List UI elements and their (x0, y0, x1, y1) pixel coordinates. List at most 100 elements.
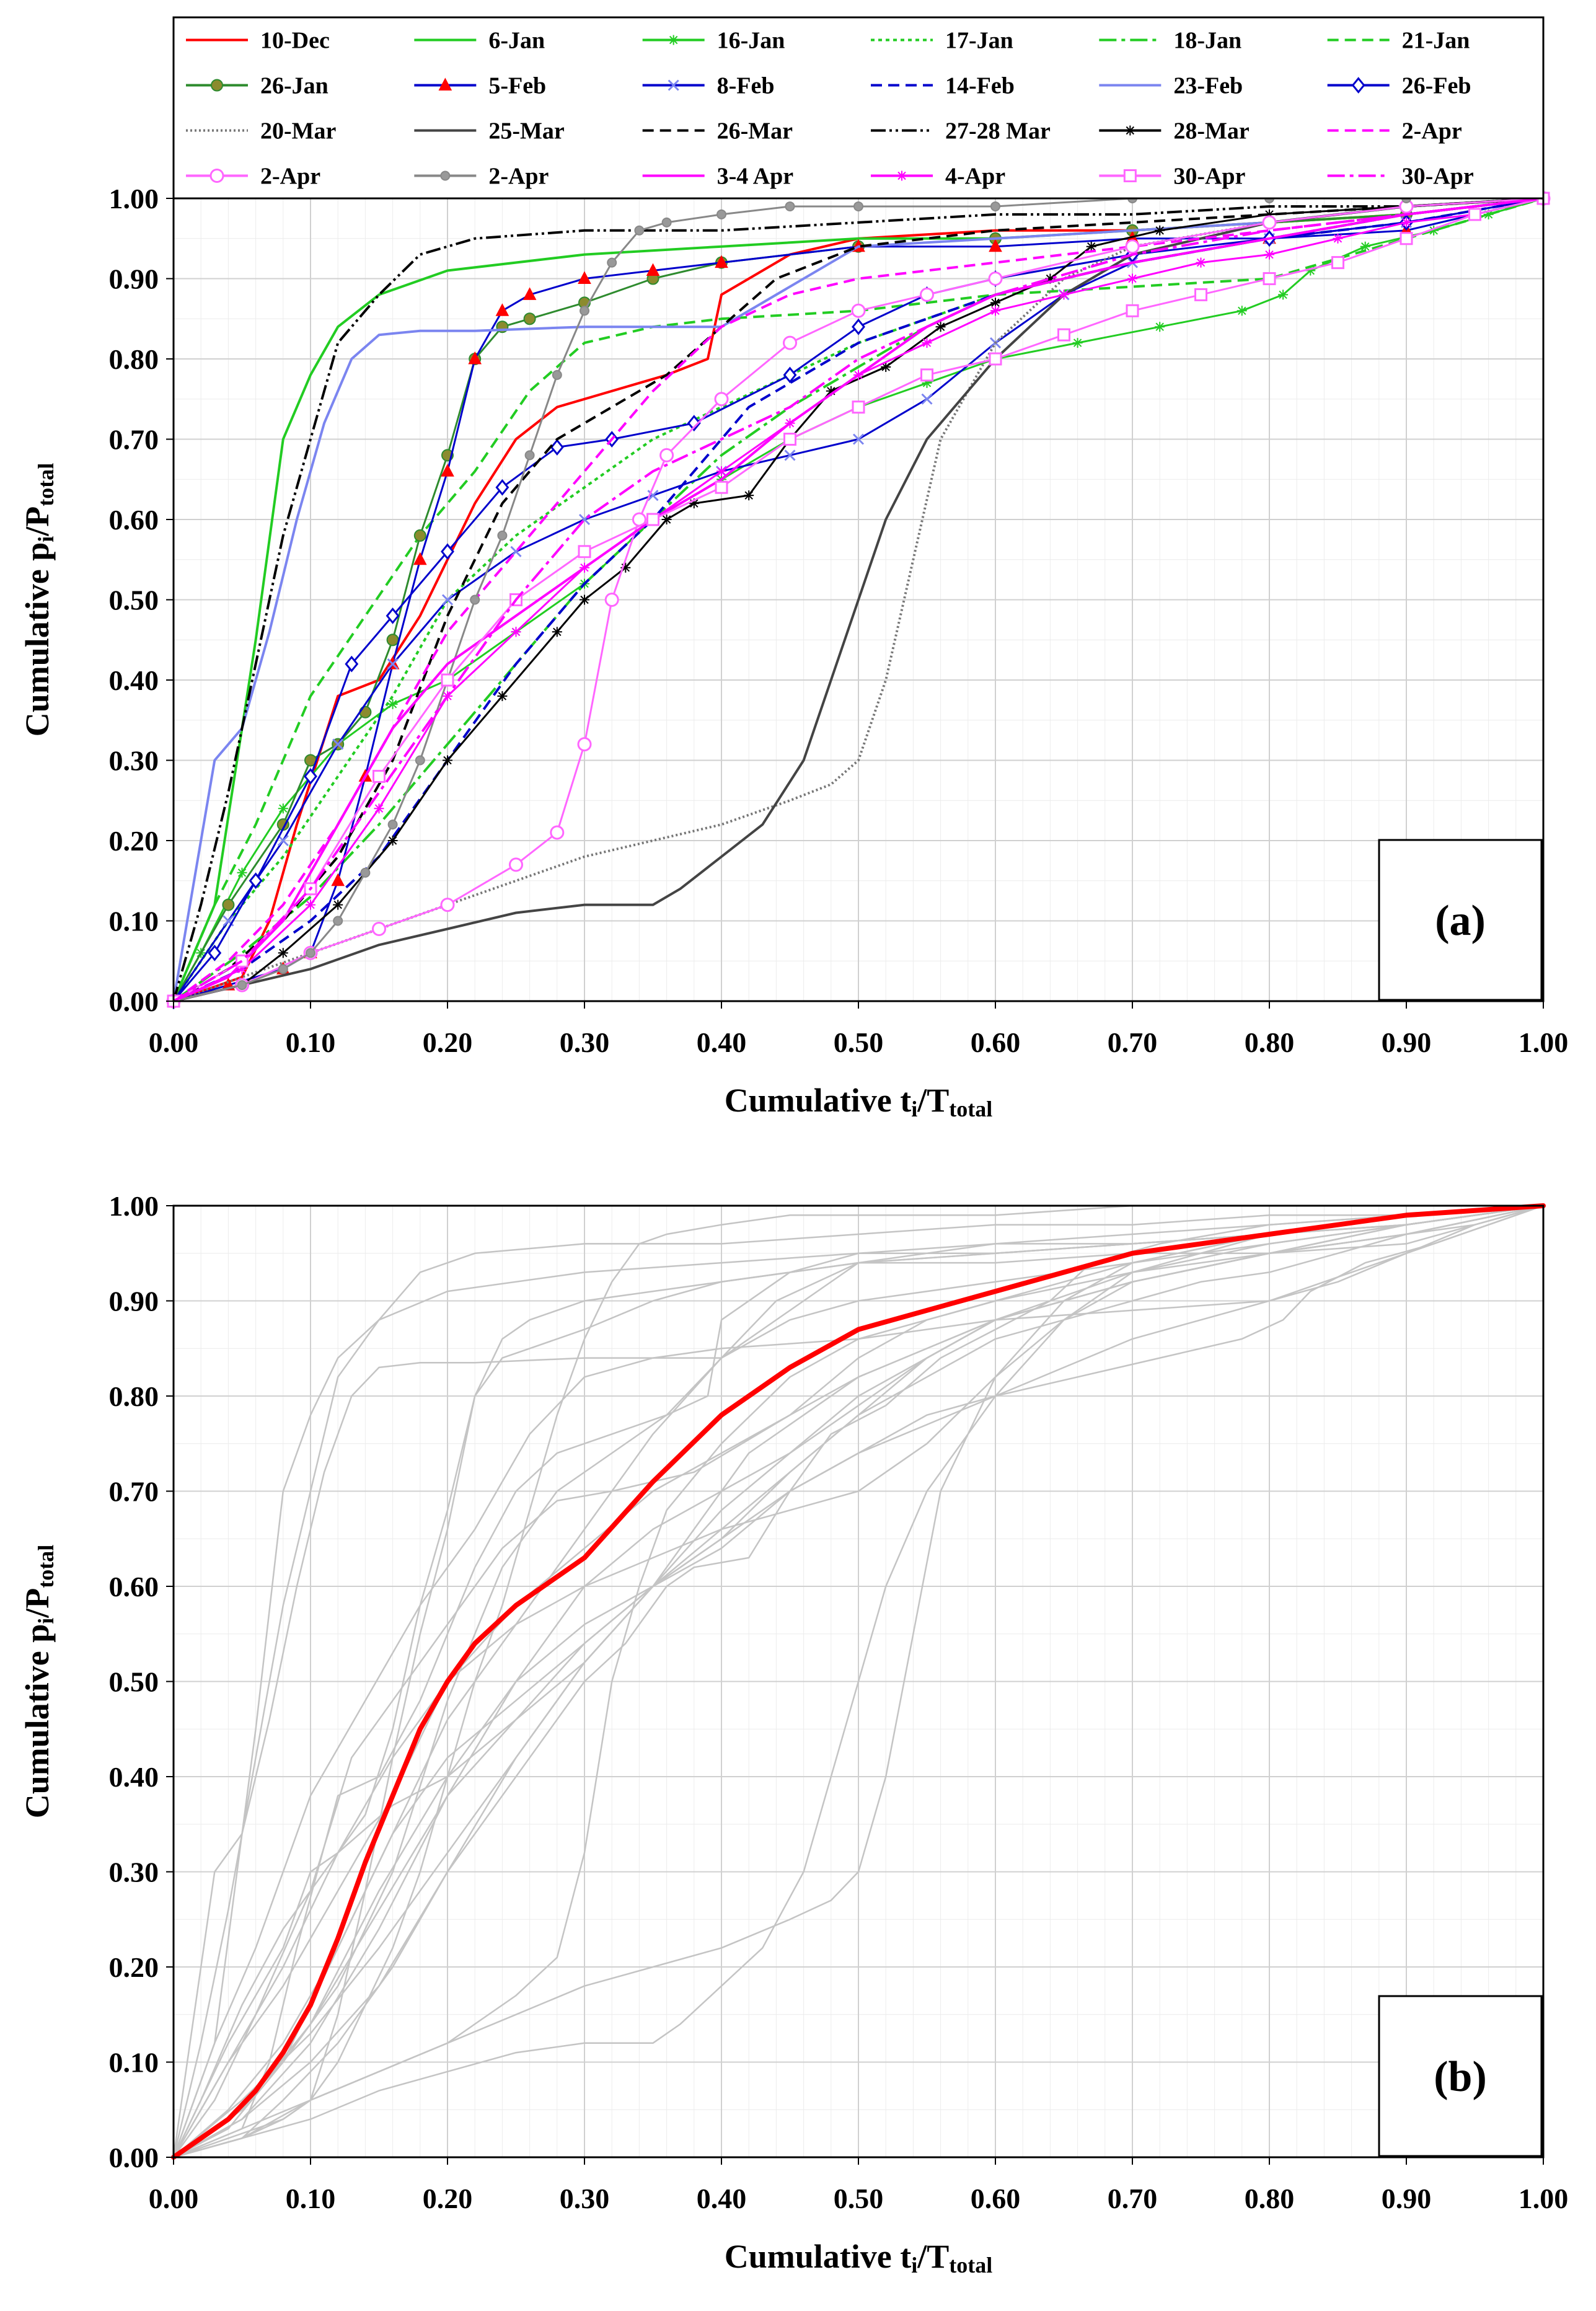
a-x-tick-label: 0.40 (697, 1027, 747, 1058)
series-point (509, 857, 523, 872)
series-14 (172, 197, 1544, 1002)
series-point (922, 378, 932, 388)
series-point (881, 361, 891, 372)
label-main: Cumulative p (19, 1624, 56, 1819)
background-series-line (173, 1204, 1544, 2159)
b-x-tick-label: 0.70 (1108, 2183, 1158, 2214)
series-point (687, 415, 701, 431)
series-point (646, 263, 660, 276)
series-point (1237, 306, 1247, 316)
b-x-tick-label: 0.20 (423, 2183, 473, 2214)
background-series-line (173, 1204, 1544, 2159)
series-point (715, 480, 728, 494)
legend-label: 2-Apr (1402, 118, 1462, 144)
series-point (522, 287, 537, 300)
series-point (468, 351, 482, 365)
label-sub2: total (949, 1097, 992, 1121)
a-x-tick-label: 0.60 (971, 1027, 1021, 1058)
background-series-line (173, 1204, 1544, 2159)
legend-label: 18-Jan (1173, 28, 1241, 54)
series-point (333, 916, 343, 926)
panel-a-chart: 0.00 0.10 0.20 0.30 0.40 0.50 0.60 0.70 0.80 0.90… (19, 16, 1568, 1121)
series-point (853, 369, 863, 380)
b-y-tick-label: 0.70 (109, 1476, 159, 1508)
label-sub: i (33, 536, 58, 542)
series-point (935, 322, 946, 332)
legend-label: 27-28 Mar (945, 118, 1051, 144)
series-point (784, 449, 796, 461)
series-point (511, 627, 521, 637)
series-point (332, 738, 344, 750)
series-line (173, 197, 1544, 1002)
series-point (990, 298, 1000, 308)
series-point (249, 872, 263, 890)
legend-label: 26-Jan (260, 73, 328, 99)
a-x-tick-label: 0.90 (1382, 1027, 1432, 1058)
legend-entry: 2-Apr (186, 164, 320, 190)
series-point (413, 529, 426, 542)
series-line (173, 197, 1544, 1002)
series-point (1468, 208, 1481, 221)
series-point (222, 898, 235, 911)
legend-entry: 26-Mar (642, 118, 793, 144)
legend-entry: 8-Feb (642, 73, 775, 99)
series-point (306, 948, 315, 958)
b-x-tick-label: 0.90 (1382, 2183, 1432, 2214)
series-point (523, 312, 536, 325)
legend-marker (438, 77, 452, 91)
a-y-tick-label: 0.90 (109, 263, 159, 295)
legend-entry: 4-Apr (871, 164, 1005, 190)
legend-label: 28-Mar (1173, 118, 1250, 144)
a-y-tick-label: 1.00 (109, 183, 159, 214)
background-series-line (173, 1204, 1544, 2159)
series-point (1264, 209, 1274, 219)
series-point (1194, 288, 1207, 301)
legend-label: 30-Apr (1173, 164, 1245, 190)
series-15 (172, 197, 1544, 1002)
series-point (237, 964, 247, 974)
series-22 (167, 192, 1550, 1008)
label-tail: /P (19, 506, 56, 537)
legend-label: 2-Apr (488, 164, 549, 190)
label-sub2: total (949, 2253, 992, 2278)
series-point (386, 608, 400, 624)
series-point (620, 562, 631, 573)
legend-entry: 28-Mar (1099, 118, 1250, 144)
series-point (851, 303, 866, 318)
series-point (1278, 289, 1289, 300)
legend-marker (1351, 77, 1365, 94)
series-point (552, 369, 562, 380)
series-point (441, 673, 454, 687)
a-label-frame (1378, 839, 1543, 1001)
a-y-tick-label: 0.10 (109, 906, 159, 937)
series-point (990, 306, 1000, 316)
series-point (853, 201, 863, 211)
series-point (1059, 289, 1069, 300)
panel-a-y-axis-label: Cumulative pi/Ptotal (19, 463, 58, 737)
series-point (306, 899, 315, 910)
legend-label: 5-Feb (488, 73, 546, 99)
b-x-tick-label: 0.80 (1245, 2183, 1295, 2214)
series-point (1483, 209, 1494, 219)
series-point (373, 769, 386, 783)
series-point (988, 272, 1003, 286)
series-point (989, 239, 1002, 252)
label-sub2: total (33, 463, 58, 506)
legend-label: 26-Mar (717, 118, 793, 144)
legend-entry: 10-Dec (186, 28, 330, 54)
series-point (785, 418, 795, 428)
series-point (550, 825, 565, 840)
series-point (852, 400, 865, 414)
series-point (578, 545, 591, 559)
series-point (440, 898, 455, 912)
label-sub: i (33, 1618, 58, 1624)
series-point (1196, 257, 1206, 268)
legend-label: 16-Jan (717, 28, 785, 54)
label-tail: /T (917, 1082, 949, 1119)
legend-marker (440, 170, 451, 181)
label-main: Cumulative t (725, 2238, 912, 2275)
series-point (852, 318, 865, 335)
series-line (172, 197, 1544, 1002)
series-point (580, 562, 589, 573)
series-point (661, 217, 672, 228)
